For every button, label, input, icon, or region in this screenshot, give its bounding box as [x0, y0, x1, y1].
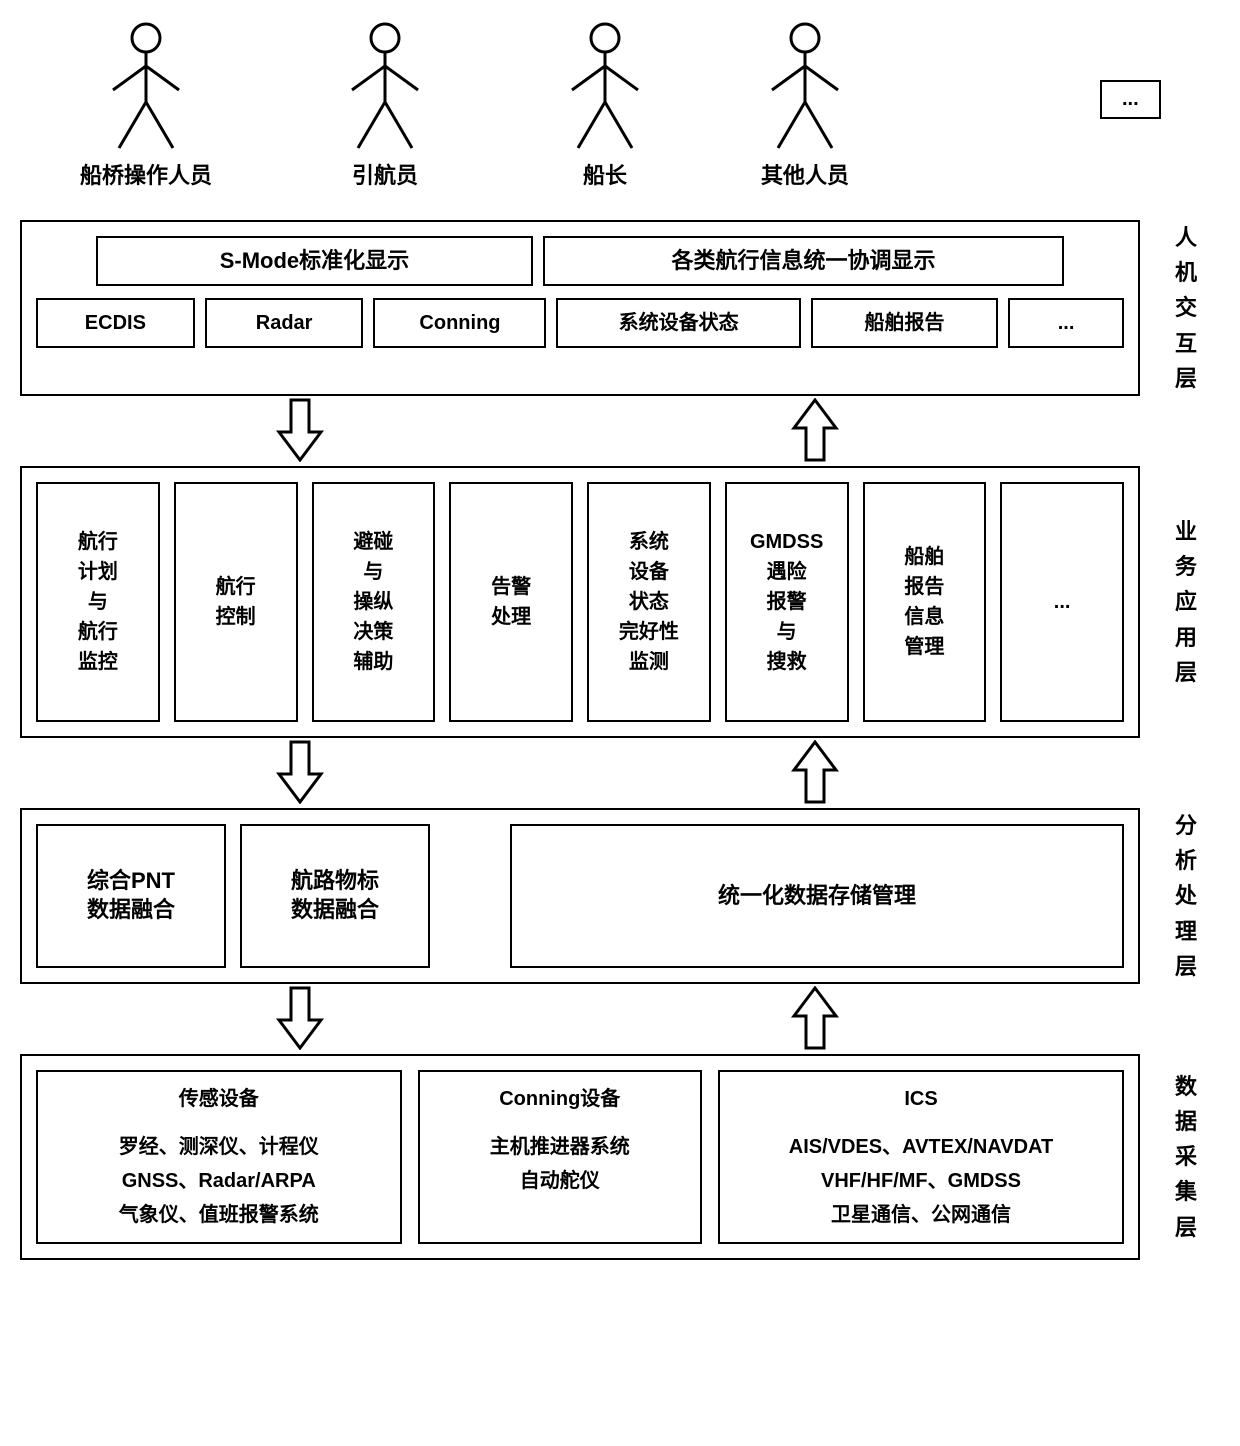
group-body: 主机推进器系统自动舵仪 — [432, 1130, 689, 1198]
stick-figure-icon — [560, 20, 650, 150]
layer3-left-group: 综合PNT数据融合航路物标数据融合 — [36, 824, 430, 968]
layer1-cell: 船舶报告 — [811, 298, 998, 348]
layer1-cell: ECDIS — [36, 298, 195, 348]
actors-row: ... 船桥操作人员 引航员 船长 其他人员 — [20, 20, 1220, 210]
group-body: AIS/VDES、AVTEX/NAVDATVHF/HF/MF、GMDSS卫星通信… — [732, 1130, 1110, 1232]
layer3-cell: 综合PNT数据融合 — [36, 824, 226, 968]
layer-processing: 综合PNT数据融合航路物标数据融合 统一化数据存储管理 分析处理层 — [20, 808, 1220, 984]
layer-hmi: S-Mode标准化显示各类航行信息统一协调显示 ECDISRadarConnin… — [20, 220, 1220, 396]
group-title: 传感设备 — [50, 1082, 388, 1116]
more-actors-box: ... — [1100, 80, 1161, 119]
layer2-cell: 系统设备状态完好性监测 — [587, 482, 711, 722]
layer-data-acquisition: 传感设备罗经、测深仪、计程仪GNSS、Radar/ARPA气象仪、值班报警系统C… — [20, 1054, 1220, 1260]
actor-label: 船桥操作人员 — [80, 158, 212, 190]
layer2-cell: 船舶报告信息管理 — [863, 482, 987, 722]
actor: 船桥操作人员 — [80, 20, 212, 190]
actor-label: 引航员 — [352, 158, 418, 190]
actor-label: 其他人员 — [761, 158, 849, 190]
arrows-3-4 — [20, 984, 1220, 1054]
arrow-up-icon — [790, 986, 840, 1050]
stick-figure-icon — [101, 20, 191, 150]
arrow-down — [275, 398, 325, 467]
group-title: Conning设备 — [432, 1082, 689, 1116]
arrow-down — [275, 986, 325, 1055]
layer-hmi-box: S-Mode标准化显示各类航行信息统一协调显示 ECDISRadarConnin… — [20, 220, 1140, 396]
layer2-cell: GMDSS遇险报警与搜救 — [725, 482, 849, 722]
layer1-label: 人机交互层 — [1140, 220, 1220, 396]
stick-figure-icon — [340, 20, 430, 150]
actor: 其他人员 — [760, 20, 850, 190]
layer1-cell: S-Mode标准化显示 — [96, 236, 533, 286]
arrow-down-icon — [275, 398, 325, 462]
layer3-label: 分析处理层 — [1140, 808, 1220, 984]
layer4-group: ICS AIS/VDES、AVTEX/NAVDATVHF/HF/MF、GMDSS卫… — [718, 1070, 1124, 1244]
layer1-row2: ECDISRadarConning系统设备状态船舶报告... — [36, 298, 1124, 348]
layer4-row: 传感设备罗经、测深仪、计程仪GNSS、Radar/ARPA气象仪、值班报警系统C… — [36, 1070, 1124, 1244]
layer1-cell: ... — [1008, 298, 1124, 348]
layer4-group: 传感设备罗经、测深仪、计程仪GNSS、Radar/ARPA气象仪、值班报警系统 — [36, 1070, 402, 1244]
layer2-cell: ... — [1000, 482, 1124, 722]
arrow-up-icon — [790, 398, 840, 462]
layer1-cell: 系统设备状态 — [556, 298, 800, 348]
arrow-down-icon — [275, 986, 325, 1050]
layer2-label: 业务应用层 — [1140, 466, 1220, 738]
arrow-up — [790, 986, 840, 1055]
group-title: ICS — [732, 1082, 1110, 1116]
layer2-cell: 航行控制 — [174, 482, 298, 722]
group-body: 罗经、测深仪、计程仪GNSS、Radar/ARPA气象仪、值班报警系统 — [50, 1130, 388, 1232]
layer4-label: 数据采集层 — [1140, 1054, 1220, 1260]
arrow-up-icon — [790, 740, 840, 804]
actor-label: 船长 — [583, 158, 627, 190]
layer3-cell: 航路物标数据融合 — [240, 824, 430, 968]
layer2-cell: 避碰与操纵决策辅助 — [312, 482, 436, 722]
actor: 船长 — [560, 20, 650, 190]
layer1-cell: Radar — [205, 298, 364, 348]
layer-application: 航行计划与航行监控航行控制避碰与操纵决策辅助告警处理系统设备状态完好性监测GMD… — [20, 466, 1220, 738]
layer2-cell: 告警处理 — [449, 482, 573, 722]
layer1-row1: S-Mode标准化显示各类航行信息统一协调显示 — [36, 236, 1124, 286]
layer2-cell: 航行计划与航行监控 — [36, 482, 160, 722]
arrow-up — [790, 740, 840, 809]
arrow-up — [790, 398, 840, 467]
layer4-box: 传感设备罗经、测深仪、计程仪GNSS、Radar/ARPA气象仪、值班报警系统C… — [20, 1054, 1140, 1260]
layer2-box: 航行计划与航行监控航行控制避碰与操纵决策辅助告警处理系统设备状态完好性监测GMD… — [20, 466, 1140, 738]
layer3-box: 综合PNT数据融合航路物标数据融合 统一化数据存储管理 — [20, 808, 1140, 984]
unified-data-storage: 统一化数据存储管理 — [510, 824, 1124, 968]
layer1-cell: 各类航行信息统一协调显示 — [543, 236, 1064, 286]
arrows-2-3 — [20, 738, 1220, 808]
actor: 引航员 — [340, 20, 430, 190]
arrow-down-icon — [275, 740, 325, 804]
architecture-diagram: ... 船桥操作人员 引航员 船长 其他人员 S-Mode标准化显示各类航行信息统一协… — [20, 20, 1220, 1260]
stick-figure-icon — [760, 20, 850, 150]
layer4-group: Conning设备主机推进器系统自动舵仪 — [418, 1070, 703, 1244]
arrows-1-2 — [20, 396, 1220, 466]
arrow-down — [275, 740, 325, 809]
layer2-row: 航行计划与航行监控航行控制避碰与操纵决策辅助告警处理系统设备状态完好性监测GMD… — [36, 482, 1124, 722]
layer1-cell: Conning — [373, 298, 546, 348]
